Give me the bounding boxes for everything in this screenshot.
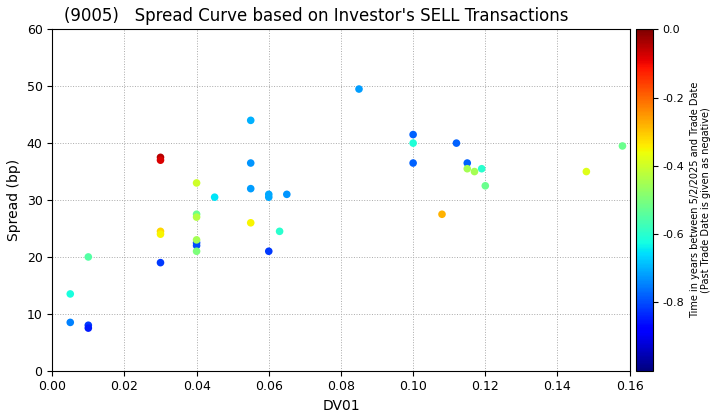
Point	[462, 160, 473, 166]
Point	[191, 214, 202, 220]
Point	[245, 185, 256, 192]
Point	[617, 143, 629, 150]
Point	[281, 191, 292, 198]
Point	[83, 325, 94, 331]
Point	[263, 191, 274, 198]
Point	[191, 236, 202, 243]
Point	[83, 254, 94, 260]
Point	[462, 165, 473, 172]
Point	[245, 219, 256, 226]
Point	[408, 140, 419, 147]
Point	[191, 242, 202, 249]
Point	[155, 154, 166, 161]
Point	[191, 239, 202, 246]
Point	[480, 182, 491, 189]
Point	[155, 231, 166, 238]
X-axis label: DV01: DV01	[322, 399, 360, 413]
Point	[469, 168, 480, 175]
Point	[263, 194, 274, 200]
Point	[191, 211, 202, 218]
Point	[436, 211, 448, 218]
Point	[155, 228, 166, 235]
Point	[274, 228, 285, 235]
Point	[83, 322, 94, 328]
Point	[245, 117, 256, 124]
Point	[476, 165, 487, 172]
Text: (9005)   Spread Curve based on Investor's SELL Transactions: (9005) Spread Curve based on Investor's …	[64, 7, 568, 25]
Y-axis label: Time in years between 5/2/2025 and Trade Date
(Past Trade Date is given as negat: Time in years between 5/2/2025 and Trade…	[690, 82, 711, 318]
Point	[209, 194, 220, 200]
Point	[408, 131, 419, 138]
Point	[263, 248, 274, 255]
Y-axis label: Spread (bp): Spread (bp)	[7, 159, 21, 241]
Point	[191, 180, 202, 186]
Point	[155, 157, 166, 163]
Point	[245, 160, 256, 166]
Point	[65, 319, 76, 326]
Point	[65, 291, 76, 297]
Point	[191, 248, 202, 255]
Point	[354, 86, 365, 92]
Point	[155, 259, 166, 266]
Point	[580, 168, 592, 175]
Point	[408, 160, 419, 166]
Point	[451, 140, 462, 147]
